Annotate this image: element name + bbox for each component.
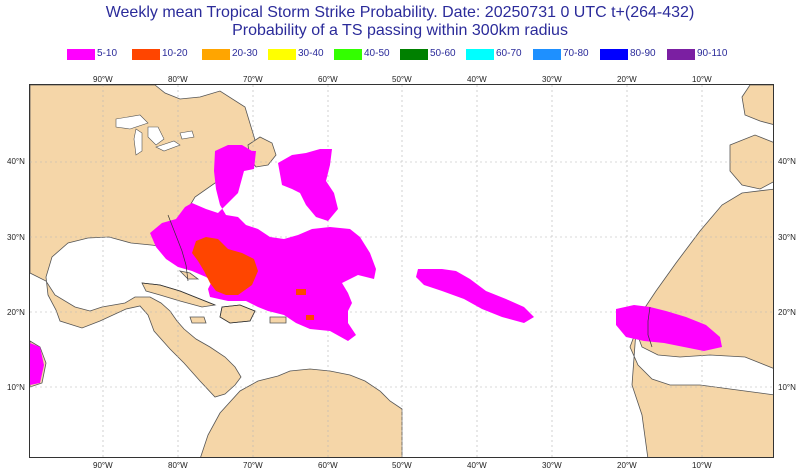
legend-label-20-30: 20-30	[232, 48, 258, 59]
legend-label-30-40: 30-40	[298, 48, 324, 59]
lake-ontario	[179, 130, 195, 140]
lat-label-left-30n: 30°N	[7, 233, 25, 242]
lat-label-left-10n: 10°N	[7, 383, 25, 392]
lon-label-top-80w: 80°W	[168, 75, 188, 84]
legend-label-5-10: 5-10	[97, 48, 118, 59]
prob-10-20-speck-2	[306, 315, 314, 320]
coastline-overlay	[141, 214, 653, 348]
land-europe	[741, 85, 773, 125]
legend-swatch-20-30	[202, 49, 230, 60]
legend-label-90-110: 90-110	[697, 48, 728, 59]
probability-areas	[30, 145, 722, 385]
map-canvas	[30, 85, 773, 457]
lon-label-top-90w: 90°W	[93, 75, 113, 84]
legend-swatch-40-50	[334, 49, 362, 60]
lon-label-top-50w: 50°W	[392, 75, 412, 84]
legend-label-80-90: 80-90	[630, 48, 656, 59]
lon-label-top-10w: 10°W	[692, 75, 712, 84]
legend-swatch-10-20	[132, 49, 160, 60]
legend-swatch-90-110	[667, 49, 695, 60]
lon-label-bottom-70w: 70°W	[243, 461, 263, 470]
lake-erie	[155, 140, 181, 152]
lon-label-top-70w: 70°W	[243, 75, 263, 84]
legend-label-50-60: 50-60	[430, 48, 456, 59]
lat-label-left-20n: 20°N	[7, 308, 25, 317]
lon-label-bottom-50w: 50°W	[392, 461, 412, 470]
legend-label-10-20: 10-20	[162, 48, 188, 59]
prob-10-20-bahamas	[192, 237, 258, 295]
lake-michigan	[133, 128, 143, 156]
lon-label-top-40w: 40°W	[467, 75, 487, 84]
legend-swatch-50-60	[400, 49, 428, 60]
chart-title: Weekly mean Tropical Storm Strike Probab…	[105, 4, 695, 21]
lon-label-bottom-60w: 60°W	[318, 461, 338, 470]
prob-5-10-cape-verde	[616, 305, 722, 351]
prob-5-10-central-atlantic	[416, 269, 534, 323]
lake-huron	[147, 126, 165, 146]
legend-swatch-80-90	[600, 49, 628, 60]
lon-label-top-60w: 60°W	[318, 75, 338, 84]
legend-swatch-60-70	[466, 49, 494, 60]
lon-label-bottom-20w: 20°W	[617, 461, 637, 470]
lat-label-right-10n: 10°N	[778, 383, 796, 392]
land-puerto-rico	[269, 316, 287, 324]
lake-superior	[115, 114, 149, 130]
legend-label-40-50: 40-50	[364, 48, 390, 59]
prob-5-10-west-edge	[30, 343, 44, 385]
lat-label-right-20n: 20°N	[778, 308, 796, 317]
land-jamaica	[189, 316, 207, 324]
prob-10-20-speck-1	[296, 289, 306, 295]
legend-swatch-5-10	[67, 49, 95, 60]
lat-label-right-40n: 40°N	[778, 157, 796, 166]
florida-coast	[167, 214, 189, 282]
prob-5-10-west-atlantic	[150, 145, 376, 341]
land	[30, 85, 773, 457]
probability-legend: 5-10 10-20 20-30 30-40 40-50 50-60 60-70…	[0, 47, 800, 63]
legend-swatch-70-80	[533, 49, 561, 60]
legend-label-60-70: 60-70	[496, 48, 522, 59]
chart-subtitle: Probability of a TS passing within 300km…	[232, 22, 568, 39]
lon-label-top-20w: 20°W	[617, 75, 637, 84]
land-west-africa-coast	[629, 330, 773, 457]
lat-label-right-30n: 30°N	[778, 233, 796, 242]
lon-label-bottom-90w: 90°W	[93, 461, 113, 470]
great-lakes	[115, 114, 195, 156]
legend-label-70-80: 70-80	[563, 48, 589, 59]
lon-label-bottom-40w: 40°W	[467, 461, 487, 470]
legend-swatch-30-40	[268, 49, 296, 60]
map-panel	[29, 84, 774, 458]
hispaniola-outline	[219, 304, 256, 324]
lon-label-bottom-10w: 10°W	[692, 461, 712, 470]
land-south-america	[200, 368, 403, 457]
prob-5-10-north-atlantic	[278, 149, 338, 221]
lon-label-top-30w: 30°W	[542, 75, 562, 84]
cape-verde-coast	[647, 306, 653, 348]
lat-label-left-40n: 40°N	[7, 157, 25, 166]
lon-label-bottom-30w: 30°W	[542, 461, 562, 470]
cuba-outline	[141, 282, 216, 306]
lon-label-bottom-80w: 80°W	[168, 461, 188, 470]
